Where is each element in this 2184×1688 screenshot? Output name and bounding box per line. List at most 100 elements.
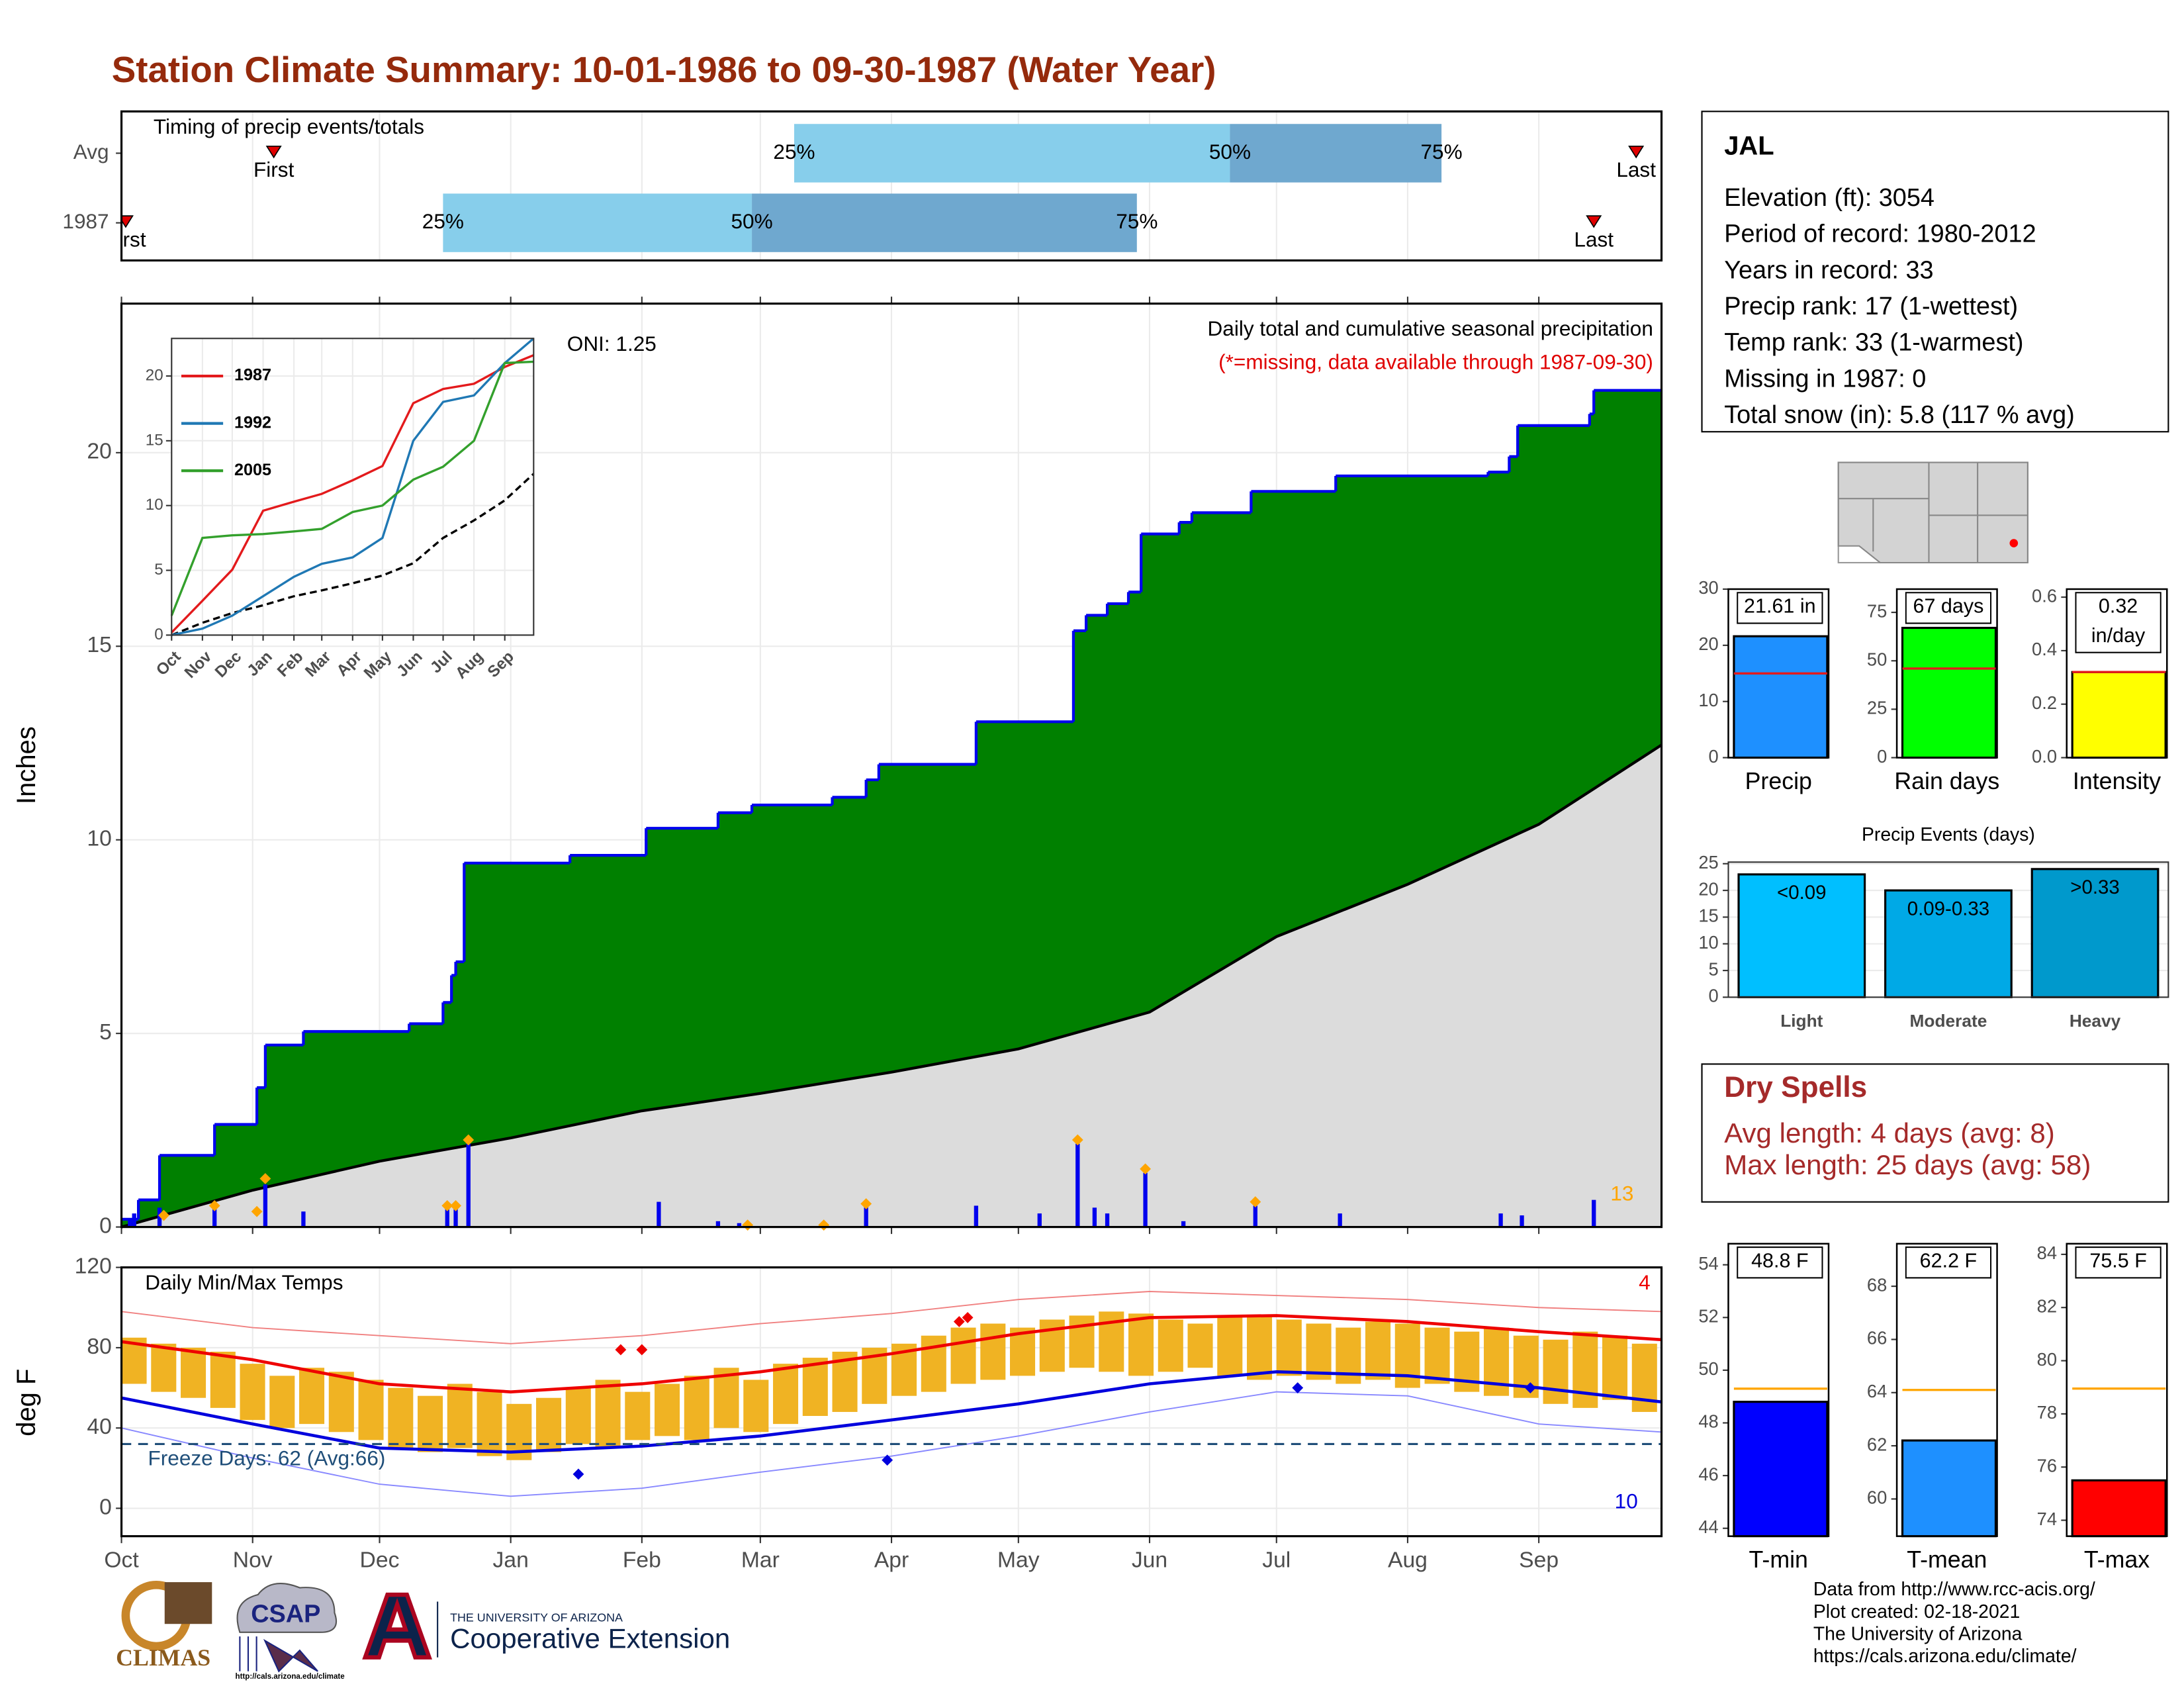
temp-range-bar: [625, 1391, 651, 1440]
temp-range-bar: [1217, 1317, 1243, 1376]
inset-border: [171, 338, 535, 636]
y-tick-label: 80: [87, 1335, 111, 1359]
y-tick-label: 20: [87, 440, 111, 464]
average-area: [121, 745, 1662, 1227]
y-tick-label: 0: [99, 1495, 112, 1519]
highlight-marker: [208, 1200, 220, 1211]
bar: [2030, 868, 2160, 999]
y-tick-label: 10: [1698, 690, 1718, 710]
temp-range-bar: [358, 1380, 384, 1440]
y-tick-label: 10: [146, 496, 163, 514]
category-label: T-max: [2084, 1546, 2150, 1573]
daily-bar: [974, 1205, 979, 1227]
daily-bar: [1338, 1213, 1342, 1227]
series-line: [171, 353, 534, 633]
y-tick-label: 0: [1709, 986, 1719, 1006]
plot-border: [120, 1266, 1663, 1538]
value-label-text: 21.61 in: [1737, 592, 1823, 624]
footer-line: Plot created: 02-18-2021: [1813, 1601, 2021, 1622]
y-tick-label: 0.2: [2032, 692, 2057, 713]
value-label-text: 75.5 F: [2075, 1246, 2161, 1279]
legend-label: 2005: [234, 461, 271, 479]
temp-range-bar: [1543, 1339, 1569, 1404]
temp-range-bar: [773, 1364, 799, 1425]
station-dot: [2009, 539, 2019, 547]
y-tick-label: 20: [146, 366, 163, 384]
temp-range-bar: [565, 1387, 591, 1444]
temp-range-bar: [240, 1364, 265, 1421]
y-tick-label: 15: [1698, 906, 1718, 926]
page-title: Station Climate Summary: 10-01-1986 to 0…: [112, 49, 1216, 90]
chart-title: Daily Min/Max Temps: [145, 1270, 343, 1294]
event-label: Last: [1574, 227, 1614, 251]
temp-range-bar: [684, 1376, 709, 1440]
quartile-bar: [794, 124, 1230, 183]
plot-border: [1727, 588, 1830, 759]
plot-border: [120, 303, 1663, 1229]
clip-group: [121, 1291, 1662, 1497]
y-axis-title: deg F: [12, 1369, 41, 1436]
low-count: 10: [1615, 1489, 1638, 1513]
chart-note: (*=missing, data available through 1987-…: [1218, 350, 1653, 373]
y-tick-label: 84: [2037, 1243, 2057, 1263]
daily-bar: [657, 1201, 661, 1227]
bar: [1901, 1439, 1997, 1538]
legend-label: 1987: [234, 366, 271, 385]
highlight-marker: [441, 1200, 453, 1211]
event-marker: [1586, 215, 1602, 228]
plot-border: [120, 110, 1663, 262]
y-tick-label: 0: [1877, 746, 1887, 767]
daily-bar: [157, 1207, 162, 1227]
value-label: 0.32 in/day: [2075, 592, 2161, 653]
quartile-label: 25%: [773, 140, 815, 164]
bar: [1733, 1401, 1829, 1538]
category-label: Moderate: [1910, 1011, 1987, 1031]
station-line: Missing in 1987: 0: [1724, 365, 1926, 393]
y-tick-label: 50: [1698, 1358, 1718, 1379]
y-tick-label: 64: [1867, 1381, 1887, 1401]
temp-range-bar: [921, 1335, 946, 1392]
highlight-marker: [158, 1209, 169, 1221]
climas-emblem: [164, 1582, 212, 1624]
value-label: 67 days: [1905, 592, 1992, 624]
bar: [2071, 671, 2167, 759]
temp-range-bar: [447, 1383, 473, 1448]
plot-border: [1895, 1243, 1998, 1537]
y-tick-label: 60: [1867, 1487, 1887, 1508]
quartile-label: 50%: [731, 209, 772, 233]
category-label: Light: [1780, 1011, 1823, 1031]
chart-subtitle: Daily total and cumulative seasonal prec…: [1208, 316, 1653, 340]
extreme-marker: [572, 1468, 584, 1480]
station-line: Elevation (ft): 3054: [1724, 184, 1934, 212]
daily-bar: [263, 1184, 268, 1227]
y-tick-label: 68: [1867, 1274, 1887, 1295]
csap-url: http://cals.arizona.edu/climate: [236, 1673, 345, 1681]
temp-range-bar: [1276, 1319, 1302, 1376]
daily-bar: [445, 1203, 449, 1227]
y-tick-label: 62: [1867, 1434, 1887, 1454]
x-tick-label: Jul: [1262, 1548, 1291, 1572]
daily-bar: [1181, 1221, 1186, 1227]
y-tick-label: 66: [1867, 1328, 1887, 1348]
station-line: Total snow (in): 5.8 (117 % avg): [1724, 401, 2075, 429]
quartile-label: 50%: [1209, 140, 1251, 164]
daily-bar: [1143, 1172, 1148, 1227]
freeze-label: Freeze Days: 62 (Avg:66): [148, 1446, 386, 1470]
bin-label: 0.09-0.33: [1907, 898, 1989, 919]
temp-range-bar: [743, 1380, 769, 1432]
avg-max-line: [121, 1314, 1662, 1393]
temp-range-bar: [151, 1343, 177, 1392]
footer-line: Data from http://www.rcc-acis.org/: [1813, 1579, 2095, 1600]
y-tick-label: 0.4: [2032, 639, 2057, 659]
category-label: Rain days: [1894, 768, 1999, 794]
daily-bar: [453, 1207, 458, 1227]
record-low-line: [121, 1391, 1662, 1497]
event-label: First: [105, 227, 146, 251]
csap-logo: CSAP: [251, 1601, 320, 1628]
temp-range-bar: [1572, 1331, 1598, 1408]
quartile-bar: [1230, 124, 1442, 183]
logos: CLIMAS CSAP http://cals.arizona.edu/clim…: [116, 1580, 730, 1681]
value-label: 75.5 F: [2075, 1246, 2161, 1279]
value-label: 21.61 in: [1737, 592, 1823, 624]
event-label: First: [253, 158, 295, 181]
